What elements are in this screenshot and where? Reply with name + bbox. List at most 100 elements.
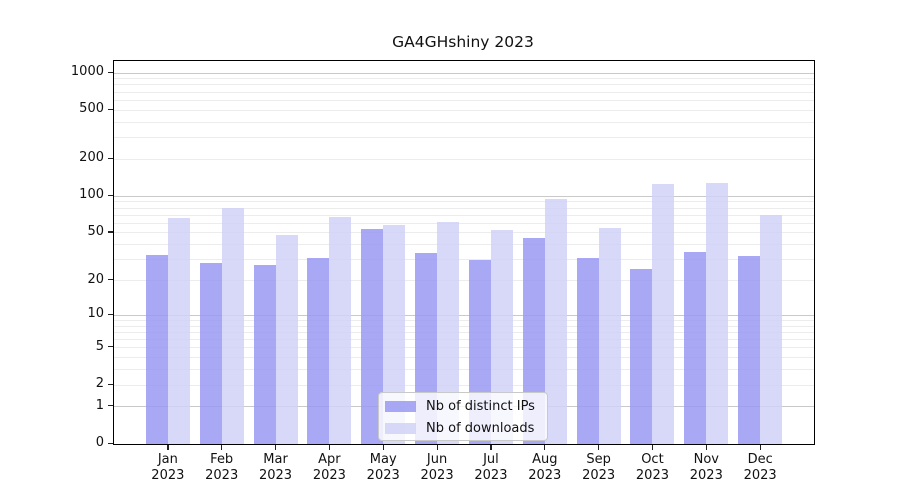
gridline-minor — [114, 214, 814, 216]
x-tick-mark — [490, 445, 492, 450]
gridline-minor — [114, 259, 814, 261]
x-tick-label: Mar 2023 — [244, 452, 308, 483]
x-tick-year: 2023 — [420, 467, 454, 483]
x-tick-year: 2023 — [366, 467, 400, 483]
gridline-minor — [114, 99, 814, 101]
y-tick-label: 20 — [87, 271, 104, 287]
bar-ips-sep — [576, 257, 599, 444]
bar-downloads-jul — [490, 229, 513, 444]
bar-downloads-jun — [437, 222, 460, 444]
bar-ips-dec — [738, 256, 761, 444]
y-tick-mark — [108, 279, 113, 281]
y-tick-mark — [108, 231, 113, 233]
legend-label: Nb of distinct IPs — [426, 399, 535, 414]
bar-downloads-may — [383, 225, 406, 444]
gridline-minor — [114, 331, 814, 333]
x-tick-year: 2023 — [474, 467, 508, 483]
gridline-minor — [114, 78, 814, 80]
bar-downloads-jan — [167, 218, 190, 444]
x-tick-label: Jan 2023 — [136, 452, 200, 483]
gridline-minor — [114, 319, 814, 321]
gridline-major — [114, 72, 814, 74]
legend-label: Nb of downloads — [426, 421, 535, 436]
x-tick-label: Feb 2023 — [190, 452, 254, 483]
gridline-minor — [114, 280, 814, 281]
y-tick-label: 100 — [79, 187, 104, 203]
gridline-minor — [114, 244, 814, 246]
gridline-minor — [114, 158, 814, 160]
x-tick-month: Dec — [747, 452, 773, 467]
x-tick-year: 2023 — [689, 467, 723, 483]
gridline-minor — [114, 369, 814, 371]
y-tick-label: 2 — [95, 376, 104, 391]
bar-ips-nov — [684, 251, 707, 444]
x-tick-year: 2023 — [151, 467, 185, 483]
x-tick-month: Nov — [693, 452, 719, 467]
bar-downloads-nov — [706, 183, 729, 444]
gridline-major — [114, 314, 814, 316]
x-tick-mark — [598, 445, 600, 450]
x-tick-month: Jun — [426, 452, 448, 467]
x-tick-year: 2023 — [258, 467, 293, 483]
x-tick-year: 2023 — [582, 467, 616, 483]
legend-swatch-ips — [385, 401, 416, 412]
x-tick-mark — [275, 445, 277, 450]
bar-ips-oct — [630, 269, 653, 444]
x-tick-year: 2023 — [205, 467, 239, 483]
y-tick-label: 1000 — [70, 64, 104, 79]
x-tick-year: 2023 — [743, 467, 777, 483]
y-tick-label: 1 — [95, 397, 104, 413]
gridline-minor — [114, 84, 814, 86]
bar-downloads-apr — [329, 217, 352, 444]
y-tick-label: 5 — [95, 338, 104, 354]
bar-downloads-aug — [544, 198, 567, 444]
gridline-minor — [114, 347, 814, 349]
x-tick-mark — [221, 445, 223, 450]
y-tick-label: 50 — [87, 223, 104, 239]
bar-downloads-feb — [221, 208, 244, 444]
x-tick-month: Feb — [210, 452, 234, 467]
gridline-minor — [114, 109, 814, 111]
x-tick-mark — [436, 445, 438, 450]
x-tick-mark — [167, 445, 169, 450]
bar-downloads-mar — [275, 235, 298, 444]
y-tick-mark — [108, 442, 113, 444]
y-tick-label: 500 — [79, 101, 104, 117]
gridline-minor — [114, 357, 814, 359]
x-tick-month: Aug — [532, 452, 558, 467]
x-tick-year: 2023 — [528, 467, 562, 483]
plot-area — [113, 60, 815, 445]
x-tick-month: May — [369, 452, 397, 467]
x-tick-year: 2023 — [635, 467, 669, 483]
bar-ips-jan — [145, 254, 168, 444]
x-tick-mark — [651, 445, 654, 450]
bar-downloads-dec — [760, 215, 783, 444]
bar-ips-mar — [253, 265, 276, 444]
gridline-minor — [114, 232, 814, 234]
x-tick-label: Sep 2023 — [567, 452, 631, 483]
x-tick-label: Jul 2023 — [459, 452, 523, 483]
x-tick-month: Apr — [318, 452, 341, 467]
y-tick-label: 200 — [79, 150, 104, 166]
x-tick-month: Jan — [157, 452, 178, 467]
gridline-minor — [114, 137, 814, 139]
chart-title: GA4GHshiny 2023 — [392, 33, 534, 51]
y-tick-mark — [108, 108, 113, 110]
gridline-minor — [114, 91, 814, 93]
x-tick-mark — [759, 445, 761, 450]
gridline-minor — [114, 325, 814, 327]
legend: Nb of distinct IPs Nb of downloads — [378, 392, 548, 441]
y-tick-mark — [108, 346, 113, 348]
x-tick-mark — [382, 445, 384, 450]
bar-ips-may — [361, 228, 384, 444]
legend-swatch-downloads — [385, 423, 416, 434]
bar-ips-apr — [307, 257, 330, 444]
x-tick-month: Jul — [483, 452, 499, 467]
x-tick-mark — [328, 445, 331, 450]
x-tick-label: Oct 2023 — [620, 452, 684, 483]
gridline-minor — [114, 201, 814, 203]
gridline-minor — [114, 222, 814, 224]
x-tick-label: Jun 2023 — [405, 452, 469, 483]
gridline-minor — [114, 384, 814, 386]
